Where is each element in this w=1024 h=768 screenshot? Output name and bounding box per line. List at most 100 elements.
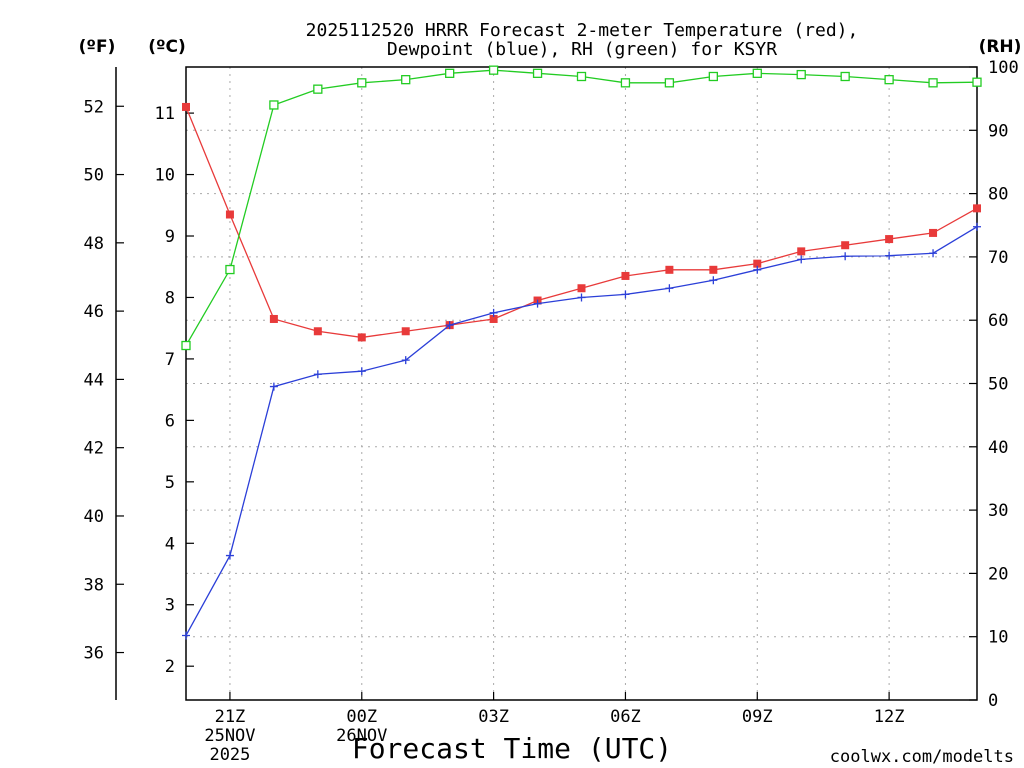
rh-point [840, 71, 850, 82]
rh-point [928, 78, 938, 88]
tick-labels: 36 38 40 42 44 46 48 50 52 2 3 4 5 6 7 8 9 10 11 0 10 20 30 40 5… [84, 58, 1019, 765]
fahrenheit-tick-label: 36 [84, 644, 104, 664]
fahrenheit-tick-label: 46 [84, 302, 104, 322]
celsius-unit-label: (ºC) [148, 37, 186, 57]
rh-point [445, 68, 455, 78]
dewpoint-point [225, 551, 234, 560]
temperature-point [489, 314, 498, 323]
celsius-tick-label: 3 [165, 596, 175, 616]
x-tick-label: 09Z [742, 707, 773, 727]
fahrenheit-tick-label: 42 [84, 439, 104, 459]
fahrenheit-tick-label: 48 [84, 234, 104, 254]
x-tick-label: 2025 [209, 745, 250, 765]
rh-point [796, 69, 806, 80]
temperature-point [225, 210, 234, 219]
rh-point [225, 264, 235, 275]
temperature-point [841, 241, 850, 250]
celsius-tick-label: 5 [165, 473, 175, 493]
dewpoint-point [357, 367, 366, 376]
rh-point [972, 77, 982, 87]
dewpoint-point [489, 308, 498, 317]
celsius-tick-label: 8 [165, 288, 175, 308]
rh-tick-label: 90 [988, 121, 1008, 141]
rh-point [752, 68, 762, 78]
dewpoint-point [709, 276, 718, 285]
x-tick-label: 06Z [610, 707, 641, 727]
celsius-tick-label: 6 [165, 411, 175, 431]
dewpoint-point [313, 370, 322, 379]
dewpoint-point [929, 249, 938, 258]
fahrenheit-tick-label: 52 [84, 97, 104, 117]
fahrenheit-tick-label: 44 [84, 370, 104, 390]
rh-point [181, 340, 191, 351]
temperature-point [929, 228, 938, 237]
dewpoint-point [445, 321, 454, 330]
temperature-point [973, 204, 981, 213]
celsius-tick-label: 2 [165, 657, 175, 677]
fahrenheit-tick-label: 40 [84, 507, 104, 527]
rh-point [664, 78, 675, 88]
rh-tick-label: 100 [988, 58, 1019, 78]
temperature-point [621, 271, 630, 280]
rh-point [620, 78, 631, 88]
rh-point [488, 65, 499, 75]
dewpoint-point [577, 293, 586, 302]
rh-tick-label: 20 [988, 564, 1008, 584]
rh-point [576, 71, 587, 82]
rh-unit-label: (RH) [979, 37, 1022, 57]
dewpoint-point [401, 356, 410, 365]
rh-tick-label: 60 [988, 311, 1008, 331]
dewpoint-point [797, 255, 806, 264]
data-series [181, 65, 982, 640]
celsius-tick-label: 7 [165, 350, 175, 370]
dewpoint-point [841, 252, 850, 261]
x-tick-label: 12Z [874, 707, 905, 727]
rh-tick-label: 10 [988, 628, 1008, 648]
fahrenheit-tick-label: 50 [84, 166, 104, 186]
rh-point [357, 78, 367, 88]
x-tick-label: 25NOV [204, 726, 255, 746]
x-tick-label: 00Z [346, 707, 377, 727]
x-axis-label: Forecast Time (UTC) [352, 732, 672, 765]
temperature-point [577, 284, 586, 293]
rh-tick-label: 40 [988, 438, 1008, 458]
temperature-point [709, 265, 718, 274]
dewpoint-point [269, 382, 278, 391]
rh-tick-label: 80 [988, 185, 1008, 205]
chart-title-line-1: 2025112520 HRRR Forecast 2-meter Tempera… [306, 20, 859, 41]
temperature-point [182, 102, 190, 111]
dewpoint-point [885, 251, 894, 260]
temperature-point [313, 327, 322, 336]
rh-point [884, 75, 894, 85]
x-tick-label: 03Z [478, 707, 509, 727]
temperature-series-line [185, 106, 978, 339]
rh-point [708, 71, 718, 82]
x-tick-label: 21Z [215, 707, 246, 727]
temperature-point [269, 314, 278, 323]
dewpoint-point [621, 290, 630, 299]
rh-point [401, 75, 411, 85]
celsius-tick-label: 11 [155, 104, 175, 124]
celsius-tick-label: 10 [155, 166, 175, 186]
watermark-text: coolwx.com/modelts [830, 747, 1014, 767]
dewpoint-point [753, 265, 762, 274]
dewpoint-point [533, 299, 542, 308]
temperature-point [753, 259, 762, 268]
temperature-point [665, 265, 674, 274]
grid-lines [186, 67, 977, 700]
rh-point [269, 100, 279, 110]
fahrenheit-unit-label: (ºF) [79, 37, 116, 57]
rh-series-line [185, 69, 978, 346]
temperature-point [885, 235, 894, 244]
fahrenheit-tick-label: 38 [84, 575, 104, 595]
rh-tick-label: 30 [988, 501, 1008, 521]
dewpoint-point [973, 222, 981, 231]
dewpoint-point [665, 284, 674, 293]
dewpoint-point [182, 631, 190, 640]
temperature-point [797, 247, 806, 256]
axes [115, 66, 978, 701]
chart-title-line-2: Dewpoint (blue), RH (green) for KSYR [387, 39, 777, 60]
temperature-point [357, 333, 366, 342]
celsius-tick-label: 4 [165, 534, 175, 554]
